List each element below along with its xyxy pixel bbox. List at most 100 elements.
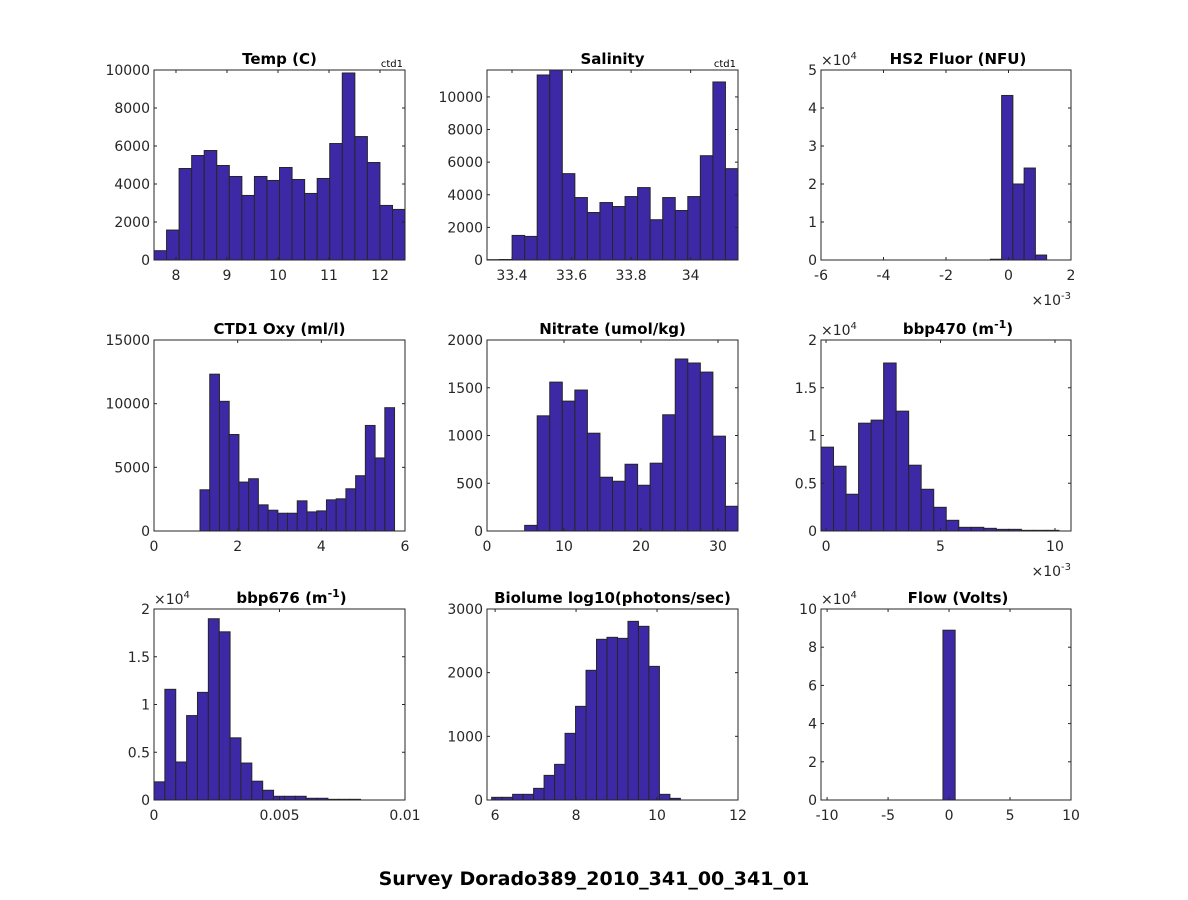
corner-label: ctd1 [714, 59, 736, 70]
panel-title-text: Salinity [581, 50, 645, 68]
y-exponent-label: ×104 [821, 51, 857, 69]
panel-title-superscript: -1 [994, 318, 1006, 331]
y-tick-label: 6000 [447, 155, 483, 171]
histogram-bar [218, 631, 231, 801]
x-tick-label: 2 [1067, 268, 1076, 284]
histogram-bar [366, 162, 381, 261]
histogram-bar [699, 155, 714, 261]
histogram-bar [355, 475, 366, 532]
panel-title-text: Temp (C) [242, 50, 317, 68]
y-tick-label: 500 [456, 476, 483, 492]
y-tick-label: 1 [808, 215, 817, 231]
histogram-bar [585, 669, 598, 801]
histogram-bar [354, 136, 368, 261]
histogram-bar [674, 210, 689, 261]
histogram-bar [316, 510, 327, 532]
histogram-bar [524, 235, 538, 261]
histogram-bar [942, 629, 956, 801]
figure-suptitle: Survey Dorado389_2010_341_00_341_01 [378, 868, 810, 890]
y-tick-label: 1000 [447, 429, 483, 445]
x-tick-label: 6 [401, 539, 410, 555]
histogram-bar [624, 196, 639, 261]
y-tick-label: 2 [808, 333, 817, 349]
x-tick-label: 5 [936, 539, 945, 555]
y-tick-label: 8 [808, 640, 817, 656]
axes-frame [820, 608, 1072, 801]
histogram-bar [833, 465, 847, 532]
histogram-bar [1034, 254, 1048, 261]
y-tick-label: 0 [141, 793, 150, 809]
x-tick-label: 0 [822, 539, 831, 555]
panel-title: Temp (C) [242, 50, 317, 68]
histogram-bar [186, 715, 198, 801]
y-tick-label: 1.5 [795, 381, 817, 397]
histogram-bar [191, 155, 205, 261]
histogram-bar [391, 208, 406, 261]
panel-title-text: Nitrate (umol/kg) [539, 320, 686, 338]
x-tick-label: -5 [881, 808, 895, 824]
histogram-bar [203, 150, 218, 261]
histogram-bar [306, 511, 318, 532]
x-tick-label: 2 [233, 539, 242, 555]
y-exponent-power: 4 [851, 51, 857, 62]
histogram-bar [561, 400, 576, 532]
y-tick-label: 1 [141, 698, 150, 714]
histogram-bar [637, 625, 650, 801]
histogram-bar [687, 196, 701, 261]
y-tick-label: 2 [141, 602, 150, 618]
y-exponent-label: ×104 [154, 590, 190, 608]
histogram-bar [920, 488, 935, 532]
y-tick-label: 4000 [447, 188, 483, 204]
histogram-bar [724, 505, 739, 532]
y-tick-label: 1.5 [128, 650, 150, 666]
histogram-bar [908, 464, 922, 532]
y-tick-label: 4 [808, 101, 817, 117]
y-tick-label: 0 [808, 253, 817, 269]
x-tick-label: 33.4 [496, 268, 527, 284]
panel-title: Flow (Volts) [908, 589, 1009, 607]
x-exponent-base: ×10 [1031, 293, 1061, 309]
x-tick-label: 33.6 [556, 268, 587, 284]
x-tick-label: 10 [555, 539, 573, 555]
histogram-bar [945, 519, 960, 532]
x-exponent-power: -3 [1061, 291, 1071, 302]
histogram-bar [164, 688, 177, 801]
histogram-bar [238, 481, 250, 532]
x-tick-label: 4 [317, 539, 326, 555]
x-tick-label: -2 [939, 268, 953, 284]
histogram-bar [384, 407, 396, 532]
corner-label: ctd1 [381, 59, 403, 70]
histogram-bar [287, 512, 298, 532]
y-tick-label: 0 [474, 253, 483, 269]
histogram-bar [575, 705, 587, 801]
panel-title: HS2 Fluor (NFU) [890, 50, 1027, 68]
histogram-bar [207, 618, 220, 801]
y-tick-label: 8000 [114, 101, 150, 117]
histogram-bar [933, 506, 947, 532]
histogram-bar [262, 789, 275, 801]
y-tick-label: 10000 [105, 63, 150, 79]
histogram-panel: 0 2000 4000 6000 8000 10000 8 9 10 11 12 Temp (C) ct… [105, 50, 406, 284]
y-tick-label: 2000 [114, 215, 150, 231]
histogram-bar [325, 499, 337, 532]
histogram-bar [248, 478, 259, 532]
histogram-bar [599, 476, 614, 532]
histogram-bar [564, 732, 577, 801]
histogram-panel: 0 5000 10000 15000 0 2 4 6 CTD1 Oxy (ml/l) [105, 320, 409, 555]
histogram-bar [612, 480, 626, 532]
histogram-bar [699, 371, 714, 532]
histogram-panel: 0 500 1000 1500 2000 0 10 20 30 Nitrate (umol/kg) [447, 320, 739, 555]
histogram-bar [858, 422, 872, 532]
x-tick-label: 0 [150, 808, 159, 824]
y-tick-label: 4 [808, 717, 817, 733]
panel-title: Biolume log10(photons/sec) [494, 589, 731, 607]
histogram-bar [712, 435, 726, 532]
y-tick-label: 3000 [447, 602, 483, 618]
histogram-bar [257, 504, 269, 532]
x-tick-label: 10 [1046, 539, 1064, 555]
x-tick-label: -4 [877, 268, 891, 284]
histogram-bar [845, 493, 860, 532]
histogram-bar [662, 197, 676, 261]
panel-title-end: ) [340, 589, 347, 607]
